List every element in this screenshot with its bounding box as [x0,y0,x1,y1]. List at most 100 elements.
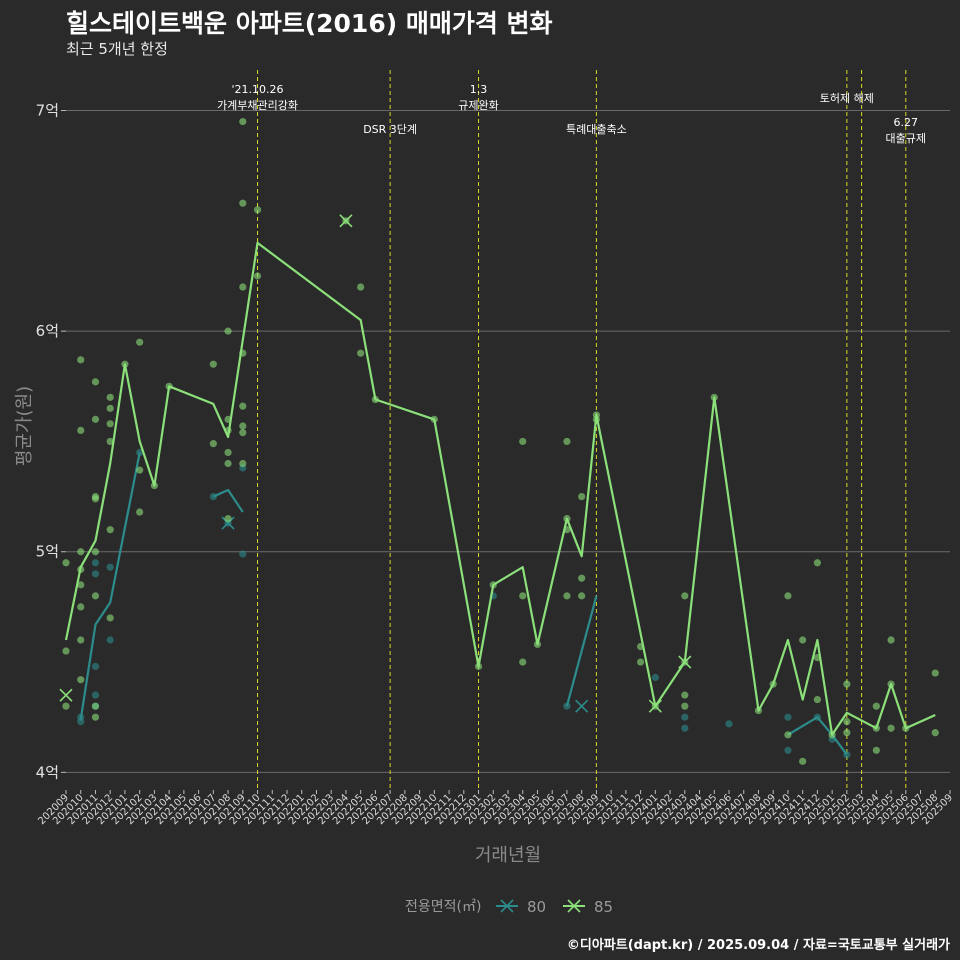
data-point-80 [784,746,792,754]
data-point-85 [563,437,571,446]
data-point-85 [106,420,114,428]
data-point-85 [239,402,247,410]
cross-marker-80 [221,516,235,530]
data-point-85 [62,559,70,567]
event-label: 토허제 해제 [820,91,874,105]
legend-label-85: 85 [594,898,613,916]
cross-marker-80 [575,699,589,713]
legend-label-80: 80 [527,898,546,916]
series-line-85 [64,241,936,736]
data-point-85 [843,718,851,726]
data-point-85 [784,592,792,600]
data-point-85 [136,508,144,516]
data-point-85 [239,429,247,437]
data-point-85 [578,574,586,582]
data-point-80 [91,691,100,699]
data-point-80 [651,673,659,682]
cross-marker-85 [678,655,692,669]
data-point-85 [253,206,262,214]
chart-title: 힐스테이트백운 아파트(2016) 매매가격 변화 [66,9,553,38]
data-point-85 [253,272,262,280]
event-label: DSR 3단계 [363,123,417,136]
event-label: 가계부채관리강화 [217,99,298,112]
data-point-85 [91,378,100,386]
legend-cross-80 [500,899,514,913]
data-point-85 [77,426,85,435]
data-point-85 [91,415,100,423]
y-tick-label: 6억 [36,322,59,340]
data-point-85 [357,283,365,291]
y-axis-title: 평균가(원) [14,386,35,466]
data-point-85 [799,757,807,765]
data-point-85 [519,658,527,666]
data-point-85 [77,548,85,556]
data-point-85 [106,393,114,401]
data-point-80 [91,662,100,671]
data-point-85 [77,581,85,589]
data-point-85 [224,515,232,523]
data-point-85 [91,548,100,556]
data-point-85 [106,437,114,446]
data-point-85 [239,422,247,430]
data-point-85 [91,495,100,503]
data-point-85 [813,695,822,704]
data-point-85 [91,702,100,710]
data-point-85 [681,592,689,600]
cross-marker-85 [648,699,662,713]
event-label: 특례대출축소 [566,123,627,136]
data-point-85 [799,636,807,644]
data-point-80 [106,563,114,571]
data-point-85 [224,327,232,335]
data-point-85 [519,437,527,446]
chart-subtitle: 최근 5개년 한정 [66,40,168,58]
legend-cross-85 [567,899,581,913]
data-point-80 [725,720,733,728]
source-credit: ©디아파트(dapt.kr) / 2025.09.04 / 자료=국토교통부 실… [566,938,950,953]
data-point-85 [224,448,232,457]
data-point-85 [872,702,880,710]
data-point-85 [77,356,85,364]
data-point-85 [209,360,217,368]
data-point-85 [136,338,144,346]
data-point-85 [106,526,114,534]
cross-marker-85 [339,214,353,228]
data-point-85 [681,691,689,699]
data-point-80 [681,713,689,721]
data-point-80 [681,724,689,732]
data-point-80 [91,559,100,567]
data-point-85 [62,702,70,710]
cross-marker-85 [59,688,73,702]
data-point-85 [239,199,247,207]
data-point-85 [519,592,527,600]
data-point-85 [357,349,365,357]
data-point-85 [578,492,586,501]
y-tick-label: 5억 [36,543,59,561]
data-point-80 [91,570,100,578]
event-label: 규제완화 [458,99,498,112]
data-point-85 [106,404,114,412]
data-point-85 [239,459,247,468]
data-point-80 [784,713,792,721]
data-point-85 [784,731,792,739]
event-label: 1.3 [470,83,488,96]
data-point-85 [931,729,939,737]
data-point-85 [681,702,689,710]
data-point-80 [77,718,85,726]
event-label: 6.27 [894,116,919,129]
event-label: '21.10.26 [232,83,284,96]
data-point-85 [77,603,85,611]
data-point-85 [843,729,851,737]
event-label: 대출규제 [886,132,926,145]
data-point-85 [62,647,70,655]
legend-title: 전용면적(㎡) [405,899,481,915]
x-axis-title: 거래년월 [475,845,541,866]
data-point-85 [578,592,586,600]
data-point-85 [77,676,85,684]
data-point-85 [209,440,217,448]
data-point-85 [91,713,100,721]
data-point-85 [872,746,880,754]
series-line-80 [79,452,848,756]
data-point-85 [887,636,895,644]
